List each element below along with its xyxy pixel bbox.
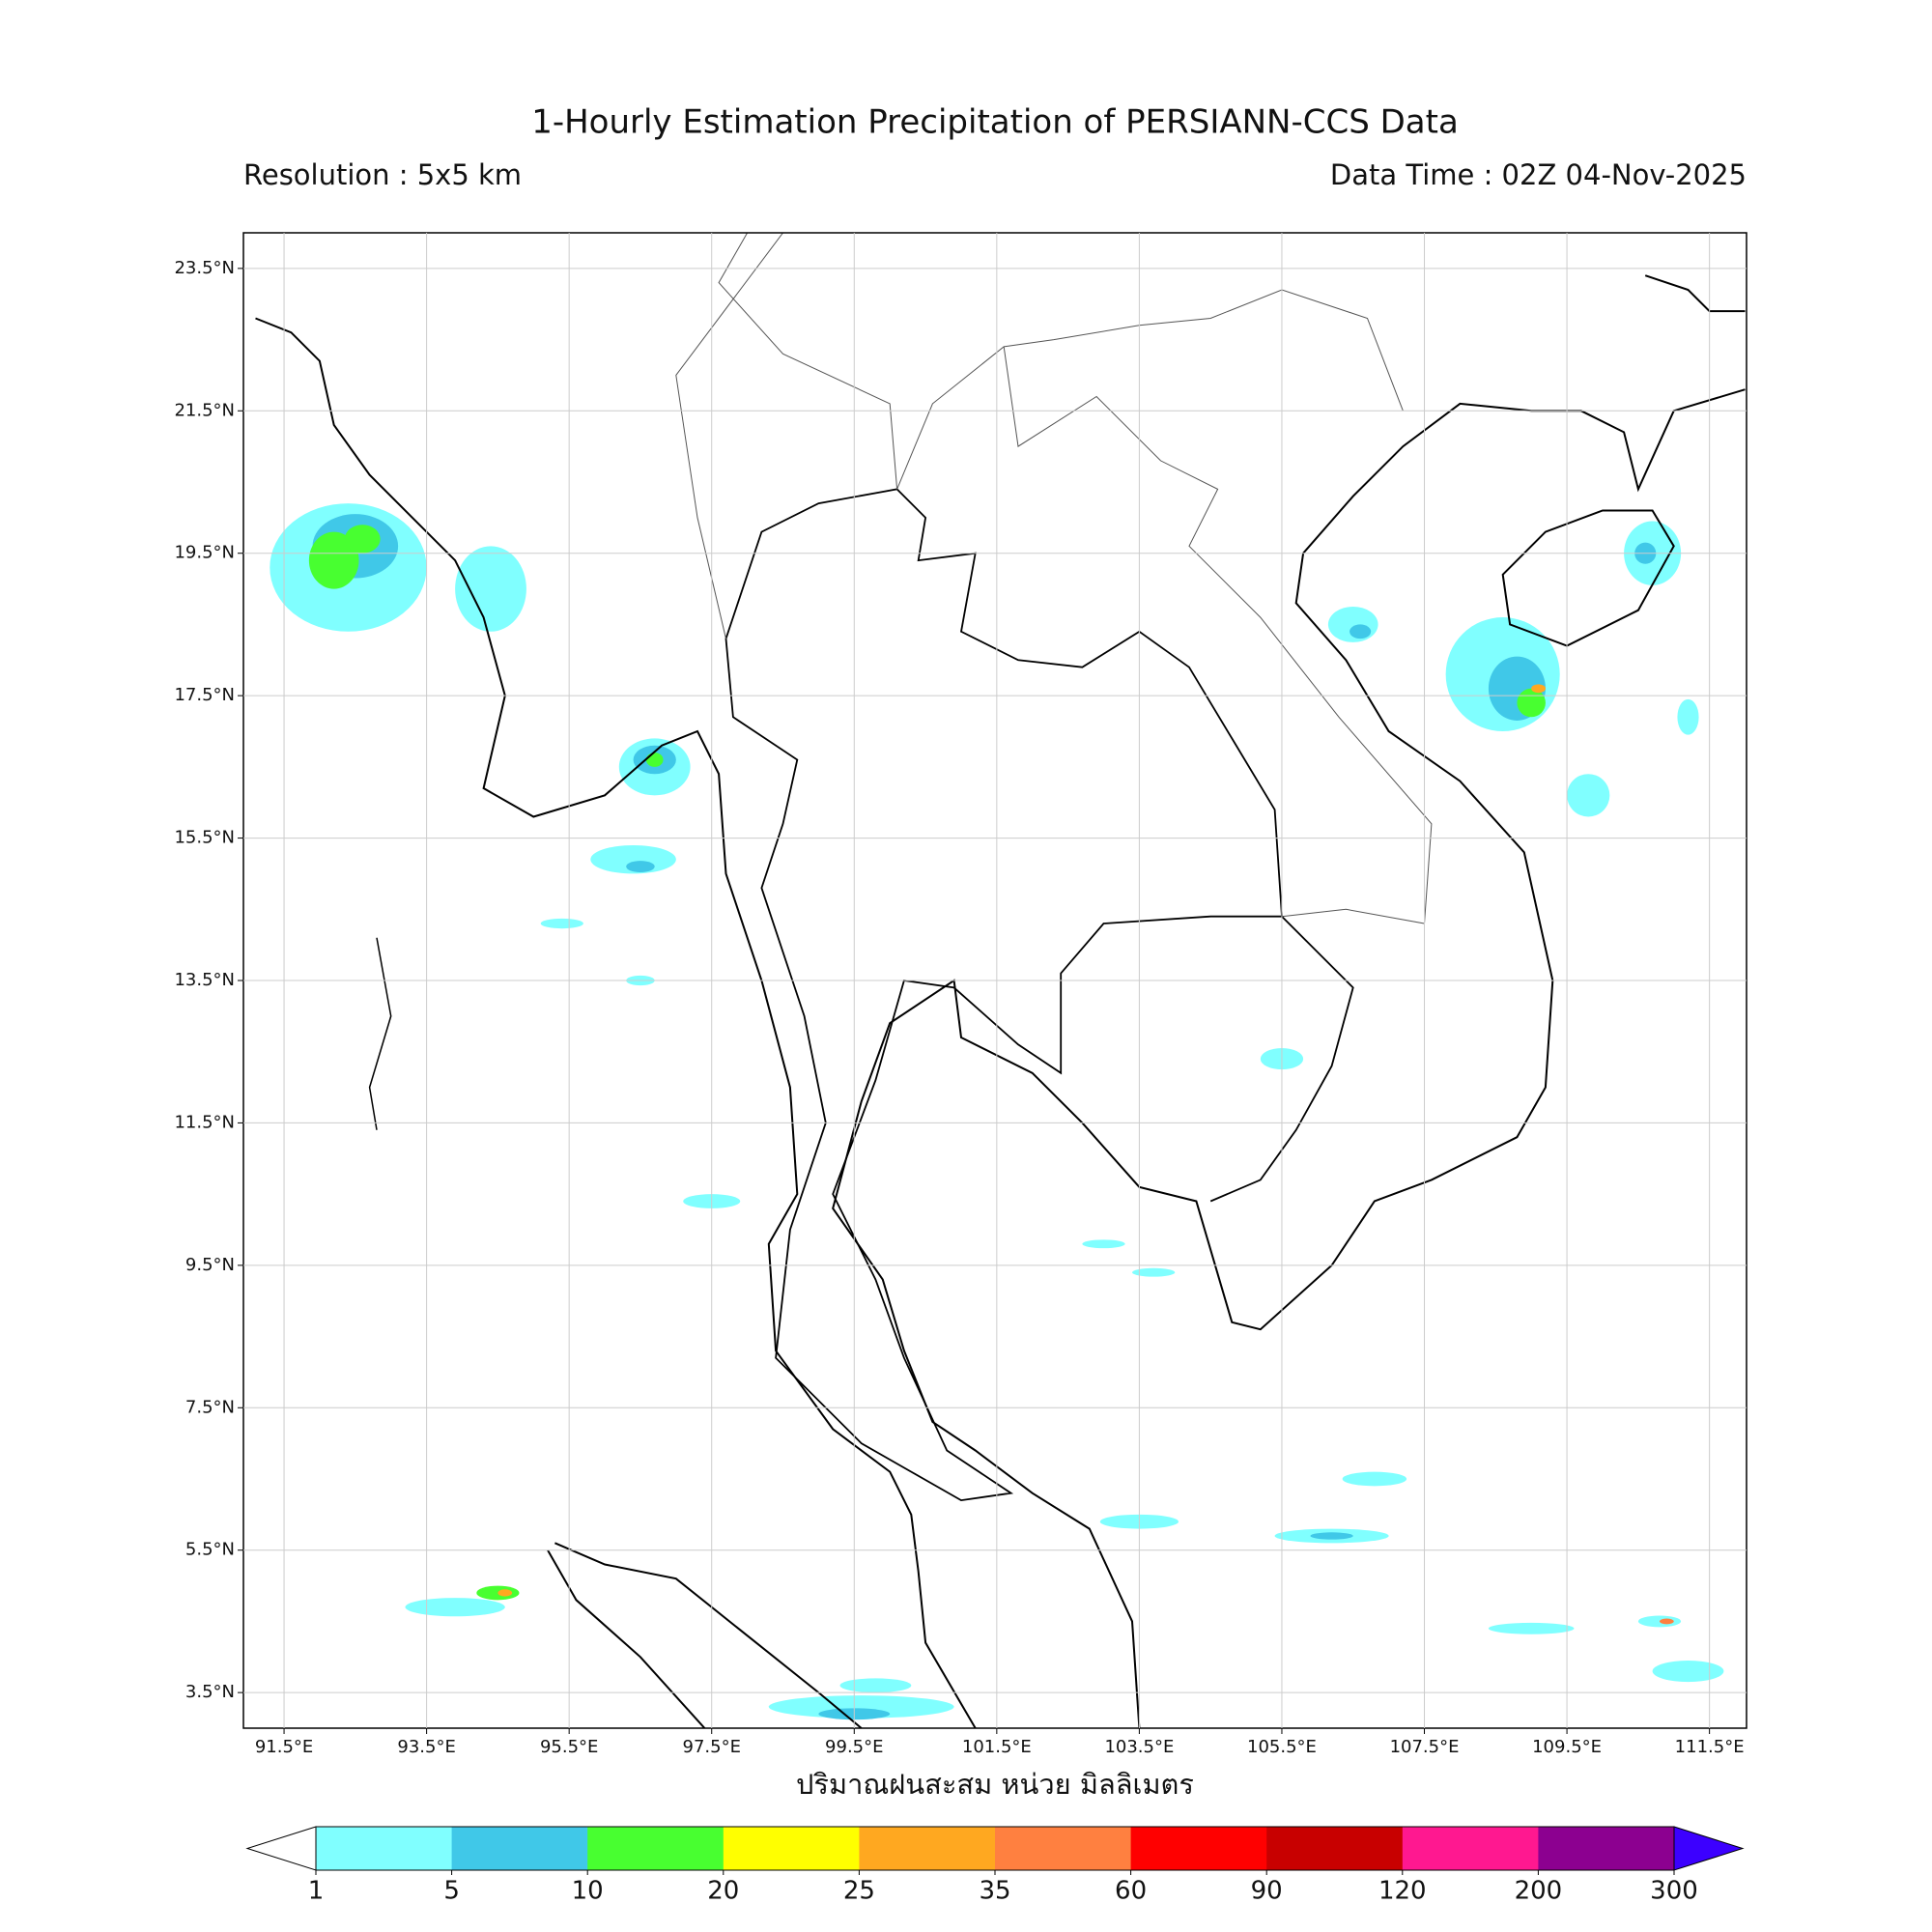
- colorbar-tick-label: 10: [572, 1877, 604, 1906]
- lon-tick-label: 93.5°E: [397, 1737, 455, 1757]
- colorbar-tick-label: 35: [979, 1877, 1010, 1906]
- rain-area: [540, 918, 583, 929]
- coastline: [255, 317, 977, 1728]
- rain-area: [1488, 1622, 1575, 1634]
- coastline: [718, 233, 898, 490]
- rain-area: [1350, 624, 1372, 639]
- lat-tick-label: 11.5°N: [174, 1112, 235, 1132]
- colorbar-segment: [723, 1827, 860, 1870]
- lon-tick-label: 105.5°E: [1247, 1737, 1317, 1757]
- title: 1-Hourly Estimation Precipitation of PER…: [531, 103, 1459, 142]
- lat-tick-label: 17.5°N: [174, 685, 235, 705]
- rain-area: [1677, 698, 1699, 735]
- data-time: Data Time : 02Z 04-Nov-2025: [1330, 158, 1747, 191]
- rain-area: [1342, 1471, 1407, 1487]
- colorbar-label: ปริมาณฝนสะสม หน่วย มิลลิเมตร: [796, 1768, 1194, 1801]
- rain-area: [1567, 774, 1610, 817]
- lat-tick-label: 23.5°N: [174, 258, 235, 278]
- rain-area: [344, 525, 381, 554]
- lon-tick-label: 99.5°E: [825, 1737, 883, 1757]
- colorbar-tick-label: 20: [707, 1877, 739, 1906]
- colorbar-tick-label: 25: [843, 1877, 875, 1906]
- rain-area: [308, 531, 359, 589]
- colorbar-segment: [1130, 1827, 1267, 1870]
- coastline: [547, 1549, 706, 1728]
- lat-tick-label: 3.5°N: [185, 1682, 235, 1702]
- coastline: [675, 233, 783, 639]
- rain-area: [497, 1589, 513, 1597]
- lat-tick-label: 19.5°N: [174, 543, 235, 563]
- coastline: [724, 488, 1283, 1502]
- lat-tick-label: 7.5°N: [185, 1397, 235, 1417]
- colorbar-segment: [587, 1827, 724, 1870]
- rain-area: [1659, 1618, 1674, 1625]
- coastline: [1501, 509, 1675, 647]
- rain-area: [1310, 1532, 1353, 1540]
- lat-tick-label: 13.5°N: [174, 970, 235, 990]
- rain-area: [839, 1678, 912, 1693]
- rain-area: [1082, 1239, 1125, 1249]
- colorbar-tick-label: 90: [1251, 1877, 1283, 1906]
- rain-area: [626, 861, 655, 872]
- lat-tick-label: 9.5°N: [185, 1255, 235, 1275]
- rain-area: [1652, 1660, 1724, 1683]
- colorbar-over: [1673, 1826, 1745, 1871]
- lat-tick-label: 21.5°N: [174, 400, 235, 420]
- lon-tick-label: 109.5°E: [1532, 1737, 1602, 1757]
- rain-area: [1517, 688, 1546, 718]
- colorbar-tick-label: 200: [1515, 1877, 1563, 1906]
- map-area: [255, 233, 1746, 1728]
- resolution: Resolution : 5x5 km: [243, 158, 522, 191]
- rain-area: [1531, 684, 1546, 694]
- rain-area: [1327, 607, 1378, 642]
- coastline: [832, 388, 1746, 1728]
- lon-tick-label: 111.5°E: [1675, 1737, 1745, 1757]
- lon-tick-label: 103.5°E: [1104, 1737, 1174, 1757]
- lon-tick-label: 107.5°E: [1390, 1737, 1460, 1757]
- lon-tick-label: 91.5°E: [255, 1737, 313, 1757]
- colorbar-segment: [316, 1827, 453, 1870]
- lat-tick-label: 5.5°N: [185, 1540, 235, 1560]
- colorbar-segment: [1538, 1827, 1675, 1870]
- coastline: [1209, 916, 1354, 1203]
- colorbar-under: [245, 1826, 317, 1871]
- colorbar-tick-label: 120: [1378, 1877, 1427, 1906]
- colorbar-tick-label: 60: [1115, 1877, 1147, 1906]
- coastline: [896, 289, 1404, 490]
- colorbar-segment: [859, 1827, 996, 1870]
- rain-area: [1132, 1267, 1176, 1277]
- lon-tick-label: 95.5°E: [540, 1737, 598, 1757]
- colorbar-segment: [995, 1827, 1132, 1870]
- lat-tick-label: 15.5°N: [174, 828, 235, 848]
- coastline: [1644, 274, 1746, 313]
- colorbar-tick-label: 5: [443, 1877, 460, 1906]
- rain-area: [590, 844, 676, 874]
- rain-area: [405, 1598, 505, 1617]
- colorbar-tick-label: 300: [1650, 1877, 1698, 1906]
- rain-area: [768, 1695, 954, 1719]
- coastline: [368, 937, 392, 1130]
- rain-area: [645, 753, 664, 767]
- coastline: [1003, 346, 1433, 924]
- rain-area: [455, 546, 526, 632]
- colorbar-segment: [1402, 1827, 1539, 1870]
- colorbar-segment: [1266, 1827, 1404, 1870]
- lon-tick-label: 101.5°E: [962, 1737, 1032, 1757]
- colorbar-tick-label: 1: [308, 1877, 325, 1906]
- lon-tick-label: 97.5°E: [683, 1737, 741, 1757]
- colorbar-segment: [451, 1827, 588, 1870]
